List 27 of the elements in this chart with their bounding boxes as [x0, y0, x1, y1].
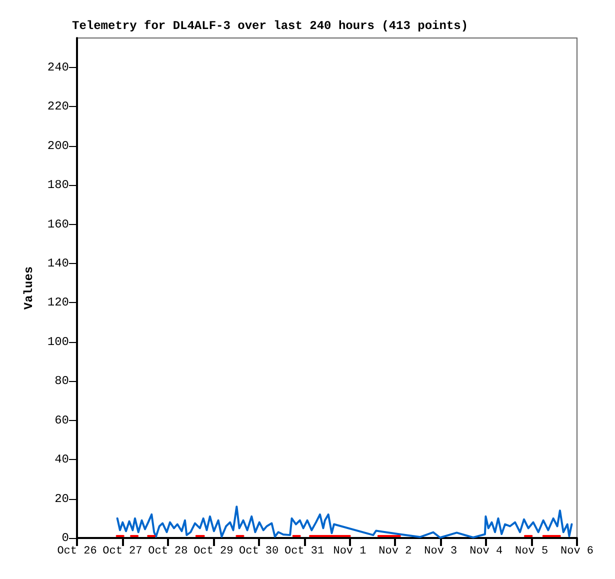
- x-tick-label: Oct 29: [194, 546, 234, 558]
- y-tick-label: 0: [62, 531, 69, 545]
- x-tick-label: Oct 28: [148, 546, 188, 558]
- y-tick-label: 80: [54, 374, 69, 388]
- x-tick-label: Nov 4: [470, 546, 503, 558]
- y-tick-label: 240: [47, 60, 69, 74]
- x-tick-label: Oct 31: [284, 546, 324, 558]
- x-tick-label: Oct 27: [102, 546, 142, 558]
- y-axis-title: Values: [22, 266, 36, 310]
- y-tick-label: 100: [47, 334, 69, 349]
- y-tick-label: 220: [47, 100, 69, 114]
- y-tick-label: 40: [54, 452, 69, 467]
- x-tick-label: Nov 5: [515, 546, 548, 558]
- y-tick-label: 140: [47, 256, 69, 270]
- x-tick-label: Nov 2: [378, 546, 412, 558]
- x-tick-label: Oct 26: [57, 546, 97, 558]
- y-tick-label: 200: [47, 138, 69, 153]
- y-tick-label: 160: [47, 217, 69, 232]
- x-tick-label: Nov 3: [424, 546, 458, 558]
- chart-title: Telemetry for DL4ALF-3 over last 240 hours (413 points): [72, 19, 468, 33]
- x-tick-label: Nov 1: [333, 546, 367, 558]
- y-tick-label: 60: [54, 413, 69, 428]
- y-tick-label: 180: [47, 178, 69, 192]
- y-tick-label: 20: [54, 492, 69, 506]
- x-tick-label: Oct 30: [239, 546, 279, 558]
- x-tick-label: Nov 6: [560, 546, 594, 558]
- y-tick-label: 120: [47, 296, 69, 310]
